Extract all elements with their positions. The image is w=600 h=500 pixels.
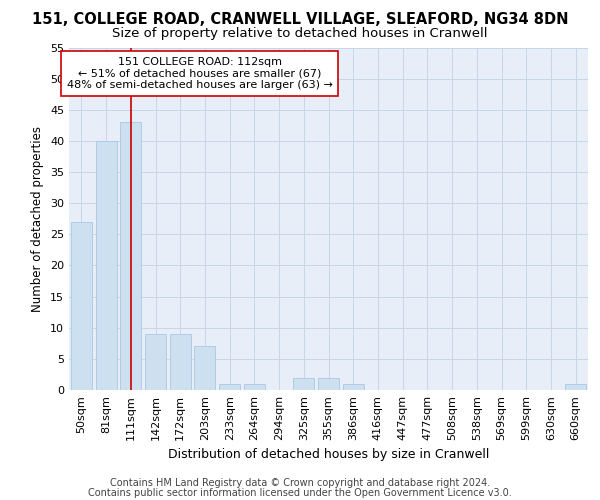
Bar: [343, 384, 364, 390]
Text: 151, COLLEGE ROAD, CRANWELL VILLAGE, SLEAFORD, NG34 8DN: 151, COLLEGE ROAD, CRANWELL VILLAGE, SLE…: [32, 12, 568, 28]
Text: Contains HM Land Registry data © Crown copyright and database right 2024.: Contains HM Land Registry data © Crown c…: [110, 478, 490, 488]
Bar: [318, 378, 339, 390]
Bar: [244, 384, 265, 390]
Bar: [293, 378, 314, 390]
Bar: [120, 122, 141, 390]
Text: 151 COLLEGE ROAD: 112sqm
← 51% of detached houses are smaller (67)
48% of semi-d: 151 COLLEGE ROAD: 112sqm ← 51% of detach…: [67, 57, 333, 90]
Bar: [71, 222, 92, 390]
Bar: [170, 334, 191, 390]
Text: Size of property relative to detached houses in Cranwell: Size of property relative to detached ho…: [112, 28, 488, 40]
Bar: [219, 384, 240, 390]
Text: Contains public sector information licensed under the Open Government Licence v3: Contains public sector information licen…: [88, 488, 512, 498]
Bar: [194, 346, 215, 390]
X-axis label: Distribution of detached houses by size in Cranwell: Distribution of detached houses by size …: [168, 448, 489, 462]
Bar: [145, 334, 166, 390]
Bar: [565, 384, 586, 390]
Y-axis label: Number of detached properties: Number of detached properties: [31, 126, 44, 312]
Bar: [95, 141, 116, 390]
